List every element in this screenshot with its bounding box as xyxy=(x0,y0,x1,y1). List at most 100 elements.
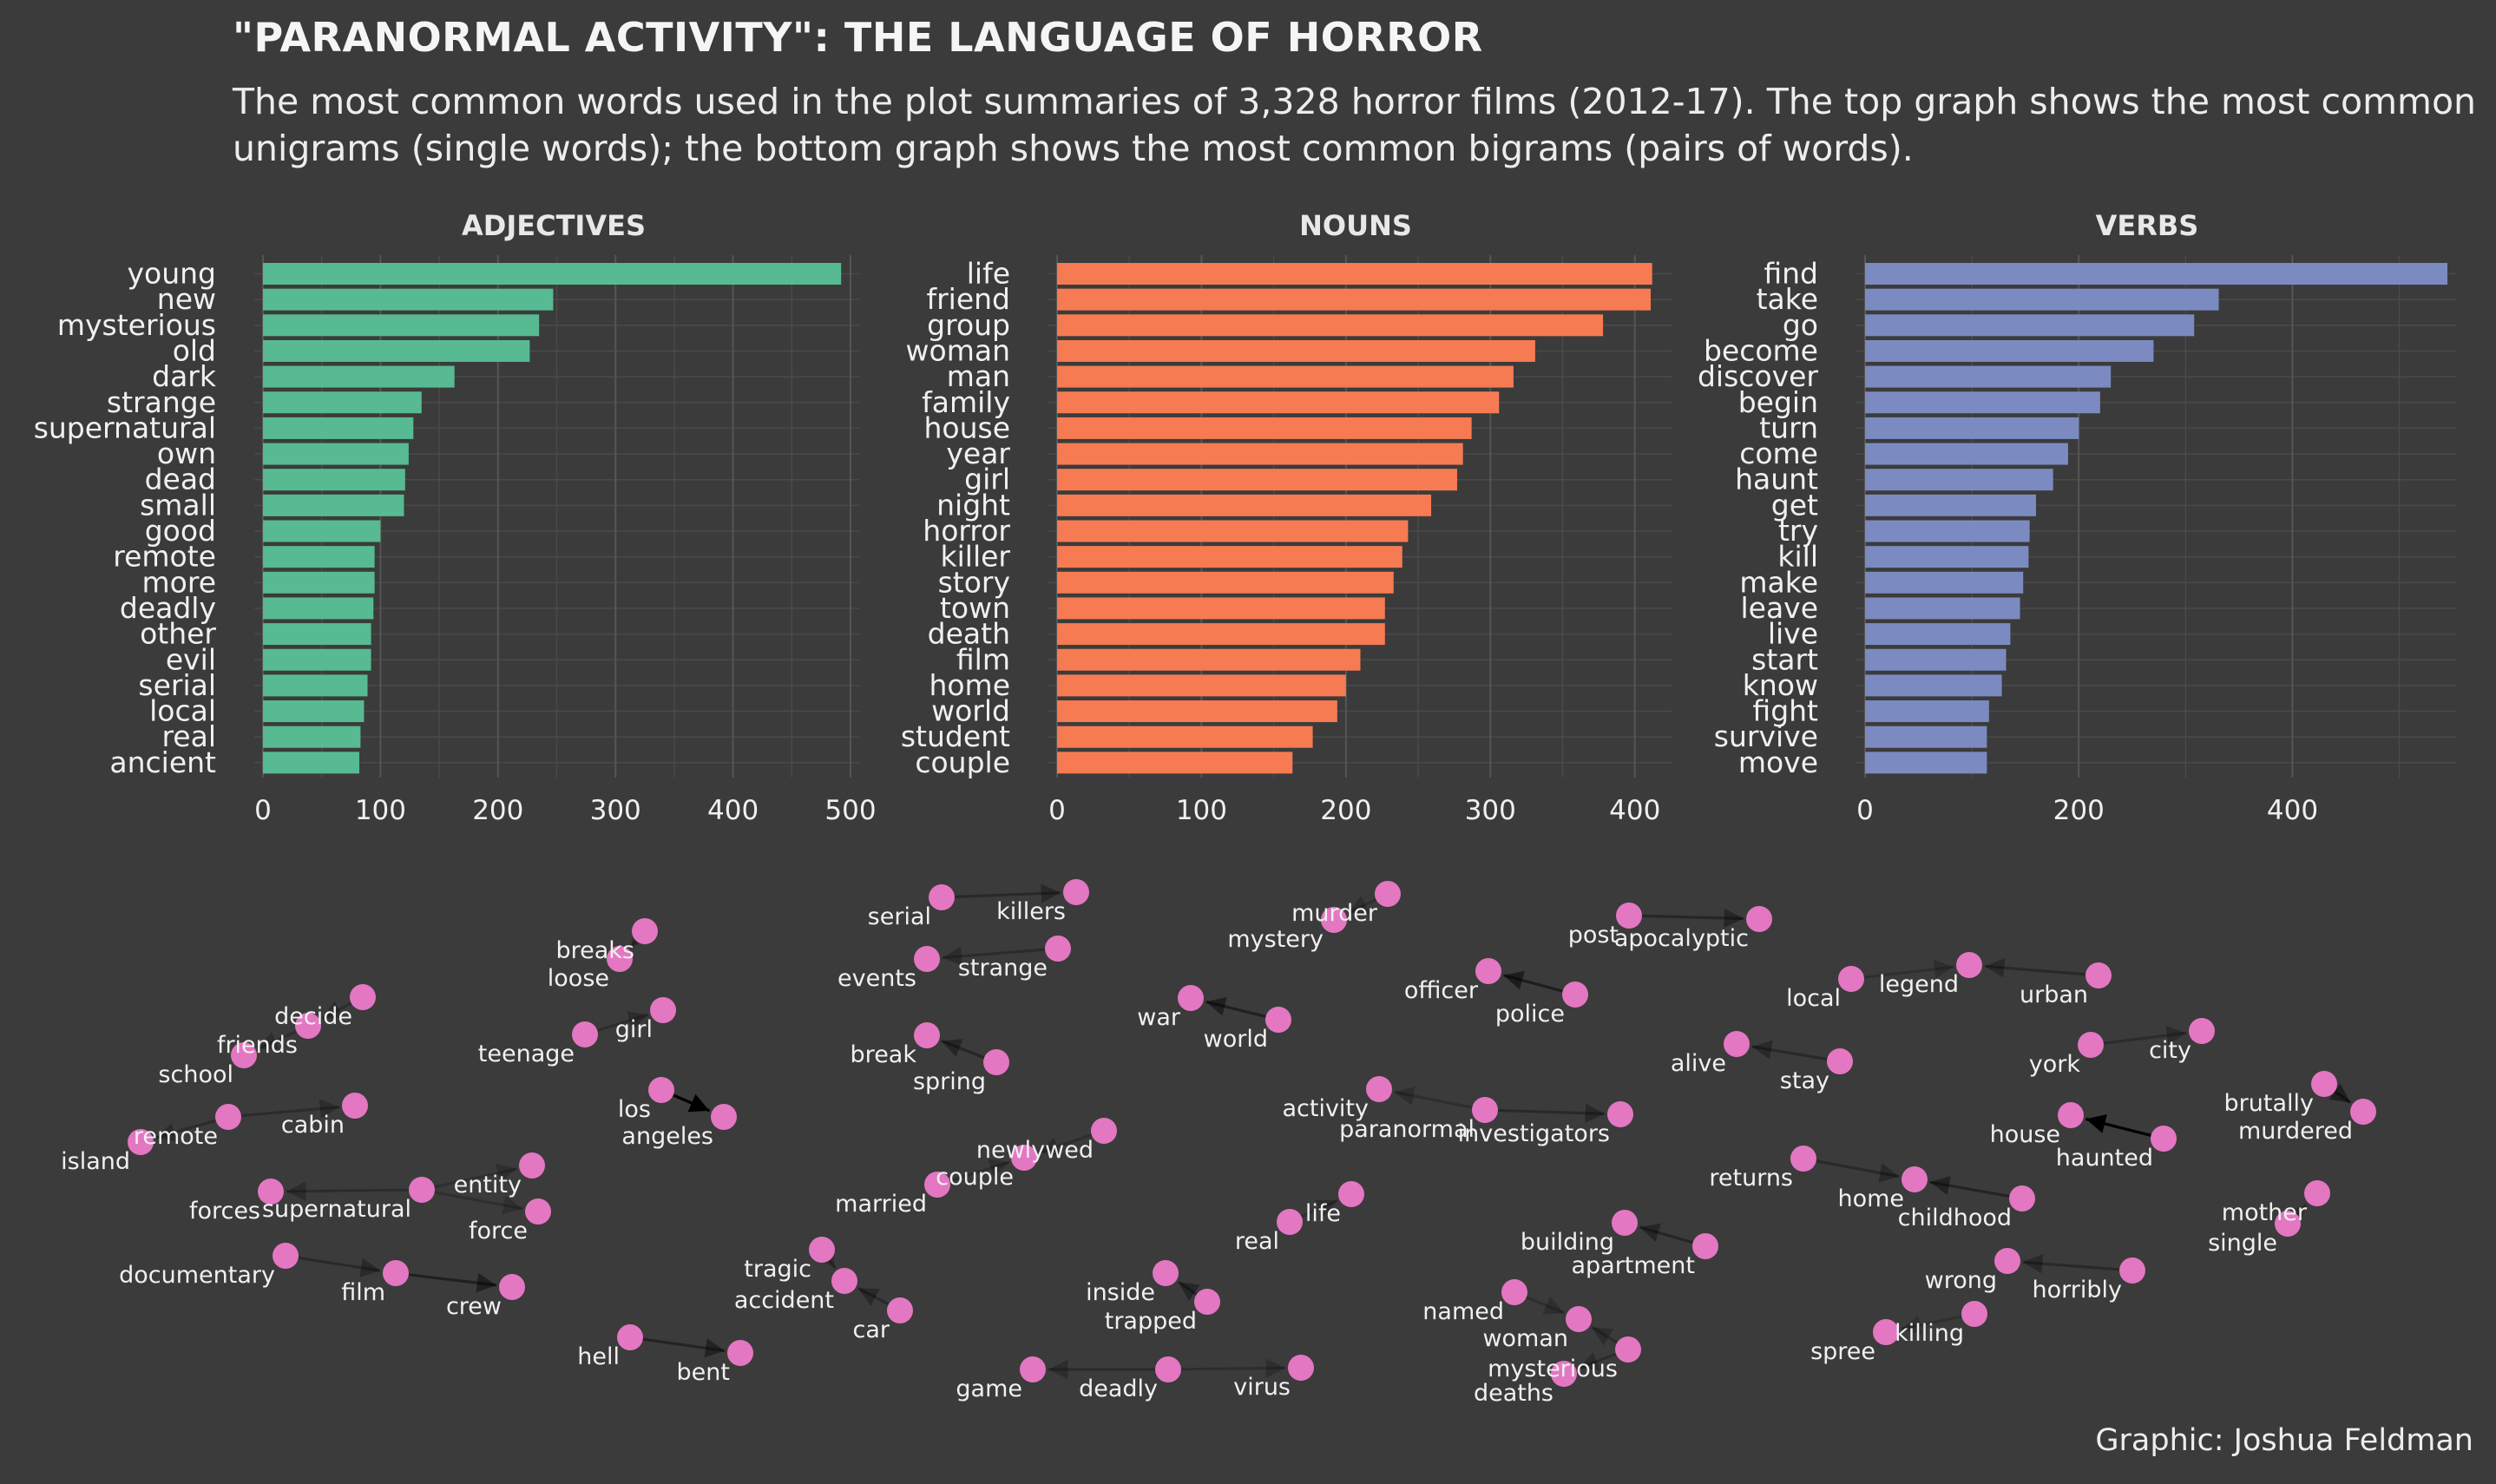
word-label: investigators xyxy=(1458,1120,1610,1147)
edge-supernatural-forces xyxy=(286,1181,417,1201)
word-label: accident xyxy=(734,1287,834,1314)
category-label: discover xyxy=(1698,359,1818,393)
node-city xyxy=(2189,1018,2215,1044)
category-label: student xyxy=(901,719,1010,753)
word-label: local xyxy=(1786,985,1841,1012)
edge-deadly-virus xyxy=(1172,1358,1286,1378)
category-label: begin xyxy=(1738,385,1818,419)
x-tick-label: 400 xyxy=(707,795,759,826)
node-decide xyxy=(350,984,376,1010)
node-forces xyxy=(258,1179,284,1205)
node-los xyxy=(648,1077,674,1103)
word-label: activity xyxy=(1282,1095,1369,1122)
node-building xyxy=(1612,1210,1638,1236)
bar-kill xyxy=(1865,546,2029,568)
word-label: newlywed xyxy=(976,1137,1094,1164)
bar-horror xyxy=(1057,520,1409,542)
edge-documentary-film xyxy=(290,1255,381,1277)
word-label: break xyxy=(851,1041,917,1068)
word-label: life xyxy=(1305,1200,1341,1227)
category-label: death xyxy=(928,617,1010,651)
x-tick-label: 0 xyxy=(1048,795,1066,826)
word-label: married xyxy=(835,1191,927,1218)
node-entity xyxy=(519,1152,545,1179)
word-label: urban xyxy=(2020,982,2088,1008)
word-label: murdered xyxy=(2238,1118,2353,1145)
bar-try xyxy=(1865,520,2030,542)
word-label: post xyxy=(1568,922,1619,949)
node-real xyxy=(1277,1209,1303,1235)
word-label: apocalyptic xyxy=(1614,925,1749,952)
node-legend xyxy=(1956,952,1982,978)
category-label: take xyxy=(1757,282,1818,316)
category-label: strange xyxy=(107,385,216,419)
panel-adjectives: ADJECTIVES 0 100 200 300 400 500 youngnewmyster… xyxy=(34,209,877,826)
word-label: killers xyxy=(996,898,1066,925)
category-label: dead xyxy=(145,463,216,496)
category-label: mysterious xyxy=(57,308,216,342)
word-label: cabin xyxy=(281,1112,345,1139)
bar-come xyxy=(1865,443,2068,465)
node-mysterious xyxy=(1615,1336,1641,1363)
edge-friends-school xyxy=(257,1027,305,1050)
node-brutally xyxy=(2311,1071,2337,1097)
word-label: officer xyxy=(1404,977,1479,1004)
word-label: spree xyxy=(1810,1338,1875,1365)
word-label: home xyxy=(1837,1185,1904,1212)
word-label: police xyxy=(1495,1001,1565,1028)
category-label: remote xyxy=(113,540,216,574)
node-murdered xyxy=(2350,1099,2376,1125)
x-tick-label: 400 xyxy=(1609,795,1660,826)
node-island xyxy=(128,1129,154,1155)
category-label: fight xyxy=(1752,694,1818,728)
edge-stay-alive xyxy=(1751,1040,1836,1062)
word-label: bent xyxy=(677,1359,730,1386)
bar-serial xyxy=(263,674,368,697)
word-label: hell xyxy=(577,1343,620,1370)
word-label: school xyxy=(158,1061,233,1088)
word-label: deaths xyxy=(1474,1380,1553,1407)
word-label: mysterious xyxy=(1488,1356,1618,1382)
edge-returns-home xyxy=(1808,1158,1900,1183)
edge-remote-cabin xyxy=(233,1099,340,1119)
word-label: woman xyxy=(1482,1325,1568,1352)
bar-good xyxy=(263,520,381,542)
word-label: horribly xyxy=(2033,1277,2122,1303)
x-tick-label: 0 xyxy=(1856,795,1874,826)
bar-live xyxy=(1865,623,2011,646)
category-label: family xyxy=(922,385,1010,419)
bar-student xyxy=(1057,726,1313,748)
edge-killing-spree xyxy=(1901,1313,1970,1335)
category-label: live xyxy=(1768,617,1818,651)
bar-become xyxy=(1865,339,2154,362)
word-label: events xyxy=(837,965,916,992)
category-label: other xyxy=(140,617,216,651)
word-label: tragic xyxy=(744,1256,811,1283)
x-tick-label: 100 xyxy=(1176,795,1227,826)
edge-married-couple xyxy=(942,1159,1010,1185)
bar-world xyxy=(1057,700,1337,723)
edge-post-apocalyptic xyxy=(1633,908,1744,929)
edge-newlywed-couple xyxy=(1038,1131,1100,1156)
network-nodes xyxy=(128,879,2376,1387)
bar-new xyxy=(263,288,554,311)
bar-take xyxy=(1865,288,2219,311)
bar-supernatural xyxy=(263,417,414,439)
word-label: film xyxy=(341,1279,385,1306)
category-label: life xyxy=(967,257,1010,291)
category-label: killer xyxy=(941,540,1011,574)
bar-man xyxy=(1057,365,1514,388)
bar-know xyxy=(1865,674,2002,697)
node-documentary xyxy=(273,1243,299,1269)
bar-ancient xyxy=(263,752,360,774)
category-label: serial xyxy=(138,668,216,702)
bar-year xyxy=(1057,443,1463,465)
credit-line: Graphic: Joshua Feldman xyxy=(2095,1423,2473,1458)
edge-york-city xyxy=(2095,1025,2187,1046)
bar-mysterious xyxy=(263,314,540,337)
node-car xyxy=(887,1297,913,1323)
category-label: survive xyxy=(1714,719,1818,753)
bar-fight xyxy=(1865,700,1989,723)
word-label: brutally xyxy=(2224,1090,2314,1117)
node-breaks xyxy=(632,918,658,944)
